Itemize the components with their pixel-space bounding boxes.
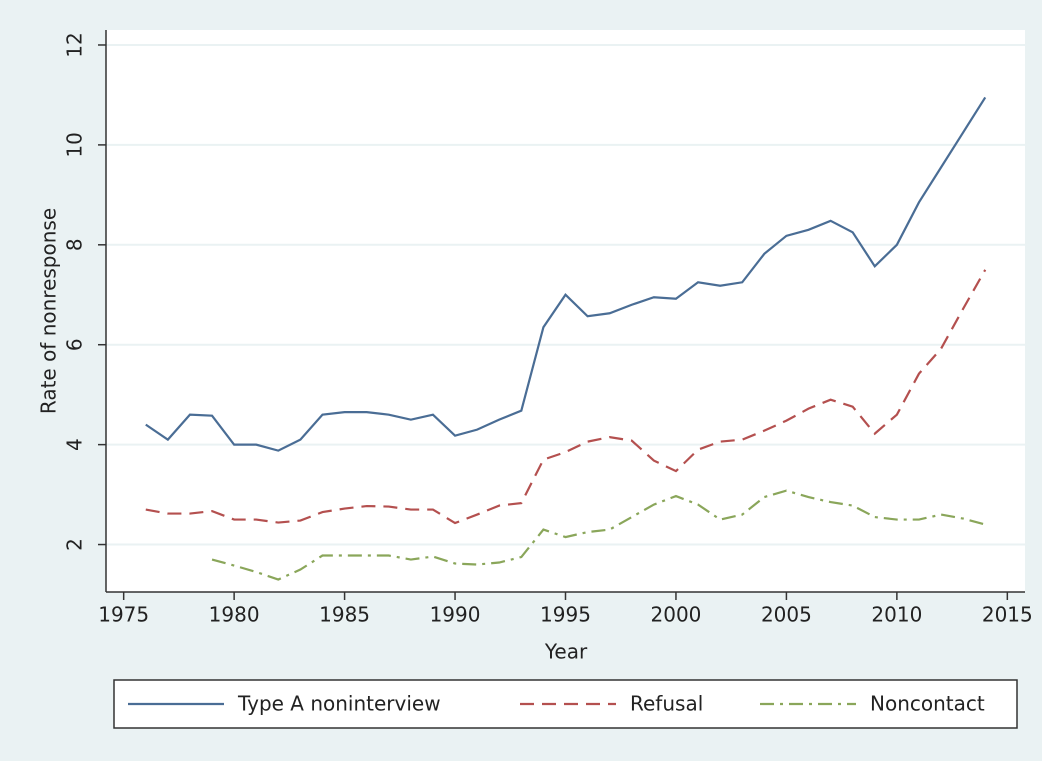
y-tick-label: 10 xyxy=(63,132,87,157)
y-tick-label: 4 xyxy=(63,438,87,451)
plot-area xyxy=(106,30,1025,592)
x-tick-label: 1990 xyxy=(430,603,481,627)
series-line xyxy=(145,96,987,452)
y-tick-label: 2 xyxy=(63,538,87,551)
legend-label: Noncontact xyxy=(870,692,985,716)
x-tick-label: 2010 xyxy=(871,603,922,627)
series-line xyxy=(211,489,986,581)
legend-label: Type A noninterview xyxy=(237,692,441,716)
x-axis-label: Year xyxy=(544,640,588,664)
x-tick-label: 2015 xyxy=(982,603,1033,627)
x-tick-label: 2000 xyxy=(651,603,702,627)
x-tick-label: 1985 xyxy=(319,603,370,627)
x-tick-label: 1980 xyxy=(209,603,260,627)
x-tick-label: 1995 xyxy=(540,603,591,627)
x-tick-label: 2005 xyxy=(761,603,812,627)
legend-label: Refusal xyxy=(630,692,703,716)
y-tick-label: 6 xyxy=(63,338,87,351)
y-tick-label: 12 xyxy=(63,32,87,57)
series-line xyxy=(145,269,987,525)
y-axis-label: Rate of nonresponse xyxy=(37,208,61,414)
y-tick-label: 8 xyxy=(63,238,87,251)
x-tick-label: 1975 xyxy=(98,603,149,627)
